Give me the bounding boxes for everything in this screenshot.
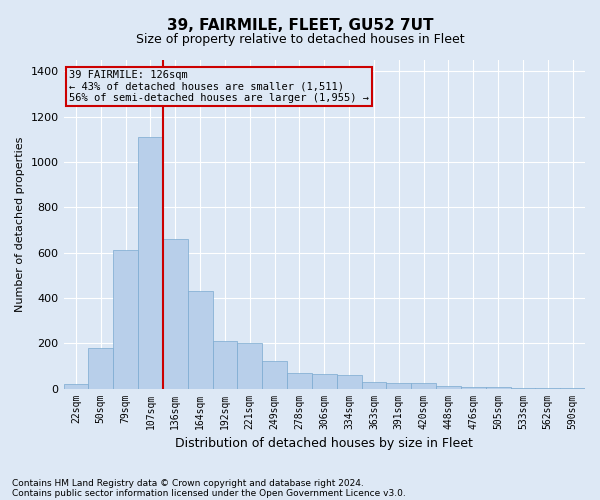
- Bar: [461, 386, 485, 388]
- Text: Contains HM Land Registry data © Crown copyright and database right 2024.: Contains HM Land Registry data © Crown c…: [12, 478, 364, 488]
- Text: 39, FAIRMILE, FLEET, GU52 7UT: 39, FAIRMILE, FLEET, GU52 7UT: [167, 18, 433, 32]
- Bar: [436, 386, 461, 388]
- Bar: [113, 250, 138, 388]
- X-axis label: Distribution of detached houses by size in Fleet: Distribution of detached houses by size …: [175, 437, 473, 450]
- Bar: [386, 383, 411, 388]
- Bar: [262, 362, 287, 388]
- Text: 39 FAIRMILE: 126sqm
← 43% of detached houses are smaller (1,511)
56% of semi-det: 39 FAIRMILE: 126sqm ← 43% of detached ho…: [69, 70, 369, 103]
- Bar: [337, 375, 362, 388]
- Bar: [212, 341, 238, 388]
- Bar: [411, 383, 436, 388]
- Bar: [138, 137, 163, 388]
- Bar: [163, 239, 188, 388]
- Text: Size of property relative to detached houses in Fleet: Size of property relative to detached ho…: [136, 32, 464, 46]
- Bar: [88, 348, 113, 389]
- Text: Contains public sector information licensed under the Open Government Licence v3: Contains public sector information licen…: [12, 488, 406, 498]
- Y-axis label: Number of detached properties: Number of detached properties: [15, 136, 25, 312]
- Bar: [362, 382, 386, 388]
- Bar: [238, 343, 262, 388]
- Bar: [312, 374, 337, 388]
- Bar: [188, 291, 212, 388]
- Bar: [64, 384, 88, 388]
- Bar: [287, 372, 312, 388]
